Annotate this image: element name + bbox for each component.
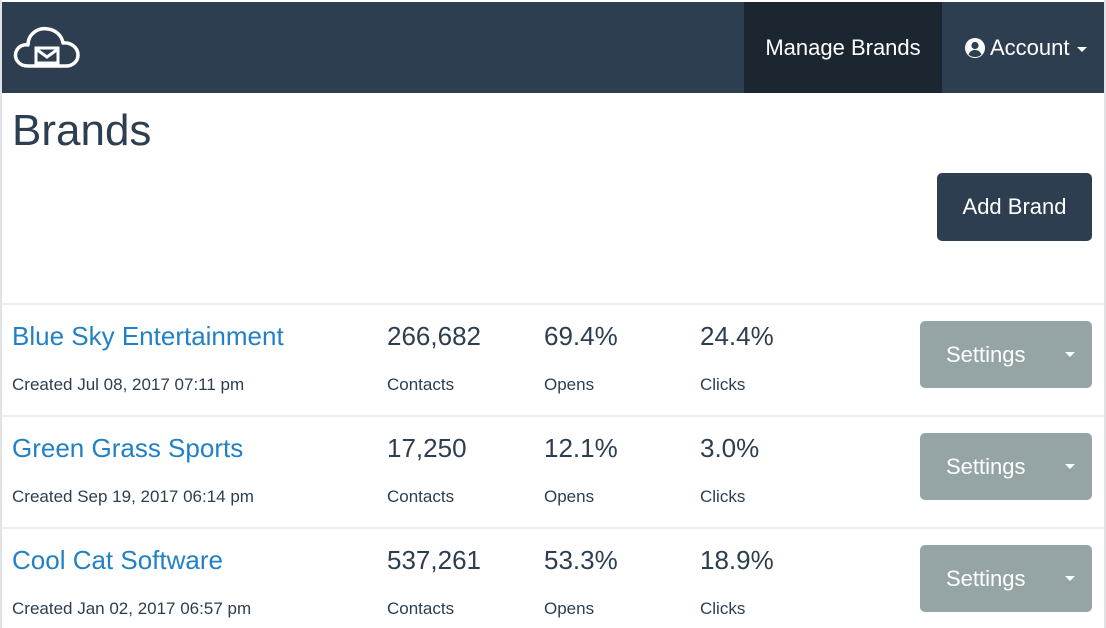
brand-list: Blue Sky Entertainment Created Jul 08, 2… — [2, 303, 1104, 628]
opens-label: Opens — [544, 487, 595, 506]
contacts-label: Contacts — [387, 375, 455, 394]
clicks-value: 24.4% — [700, 321, 774, 351]
caret-down-icon — [1065, 464, 1075, 469]
add-brand-button[interactable]: Add Brand — [937, 173, 1092, 241]
clicks-value: 3.0% — [700, 433, 760, 463]
opens-value: 53.3% — [544, 545, 618, 575]
top-navbar: Manage Brands Account — [2, 2, 1104, 93]
brand-name-link[interactable]: Green Grass Sports — [12, 433, 244, 463]
clicks-label: Clicks — [700, 375, 746, 394]
brand-created-date: Created Sep 19, 2017 06:14 pm — [12, 487, 254, 506]
brand-created-date: Created Jan 02, 2017 06:57 pm — [12, 599, 252, 618]
nav-account-label: Account — [990, 34, 1070, 60]
page-title: Brands — [12, 106, 152, 155]
caret-down-icon — [1076, 46, 1087, 52]
user-circle-icon — [965, 37, 985, 58]
opens-label: Opens — [544, 375, 595, 394]
nav-manage-brands[interactable]: Manage Brands — [744, 2, 942, 93]
cloud-mail-icon[interactable] — [12, 22, 82, 72]
contacts-label: Contacts — [387, 599, 455, 618]
brand-row: Cool Cat Software Created Jan 02, 2017 0… — [2, 527, 1104, 628]
brand-name-link[interactable]: Cool Cat Software — [12, 545, 223, 575]
caret-down-icon — [1065, 576, 1075, 581]
settings-label: Settings — [946, 342, 1026, 367]
contacts-value: 537,261 — [387, 545, 481, 575]
settings-dropdown-button[interactable]: Settings — [920, 321, 1092, 388]
clicks-label: Clicks — [700, 487, 746, 506]
settings-dropdown-button[interactable]: Settings — [920, 545, 1092, 612]
contacts-value: 266,682 — [387, 321, 481, 351]
brand-created-date: Created Jul 08, 2017 07:11 pm — [12, 375, 245, 394]
opens-label: Opens — [544, 599, 595, 618]
brand-row: Blue Sky Entertainment Created Jul 08, 2… — [2, 303, 1104, 415]
brand-row: Green Grass Sports Created Sep 19, 2017 … — [2, 415, 1104, 527]
caret-down-icon — [1065, 352, 1075, 357]
brand-name-link[interactable]: Blue Sky Entertainment — [12, 321, 284, 351]
clicks-label: Clicks — [700, 599, 746, 618]
opens-value: 69.4% — [544, 321, 618, 351]
nav-account-dropdown[interactable]: Account — [952, 2, 1104, 93]
clicks-value: 18.9% — [700, 545, 774, 575]
contacts-label: Contacts — [387, 487, 455, 506]
settings-label: Settings — [946, 566, 1026, 591]
settings-label: Settings — [946, 454, 1026, 479]
opens-value: 12.1% — [544, 433, 618, 463]
nav-manage-brands-label: Manage Brands — [765, 34, 921, 60]
settings-dropdown-button[interactable]: Settings — [920, 433, 1092, 500]
contacts-value: 17,250 — [387, 433, 467, 463]
